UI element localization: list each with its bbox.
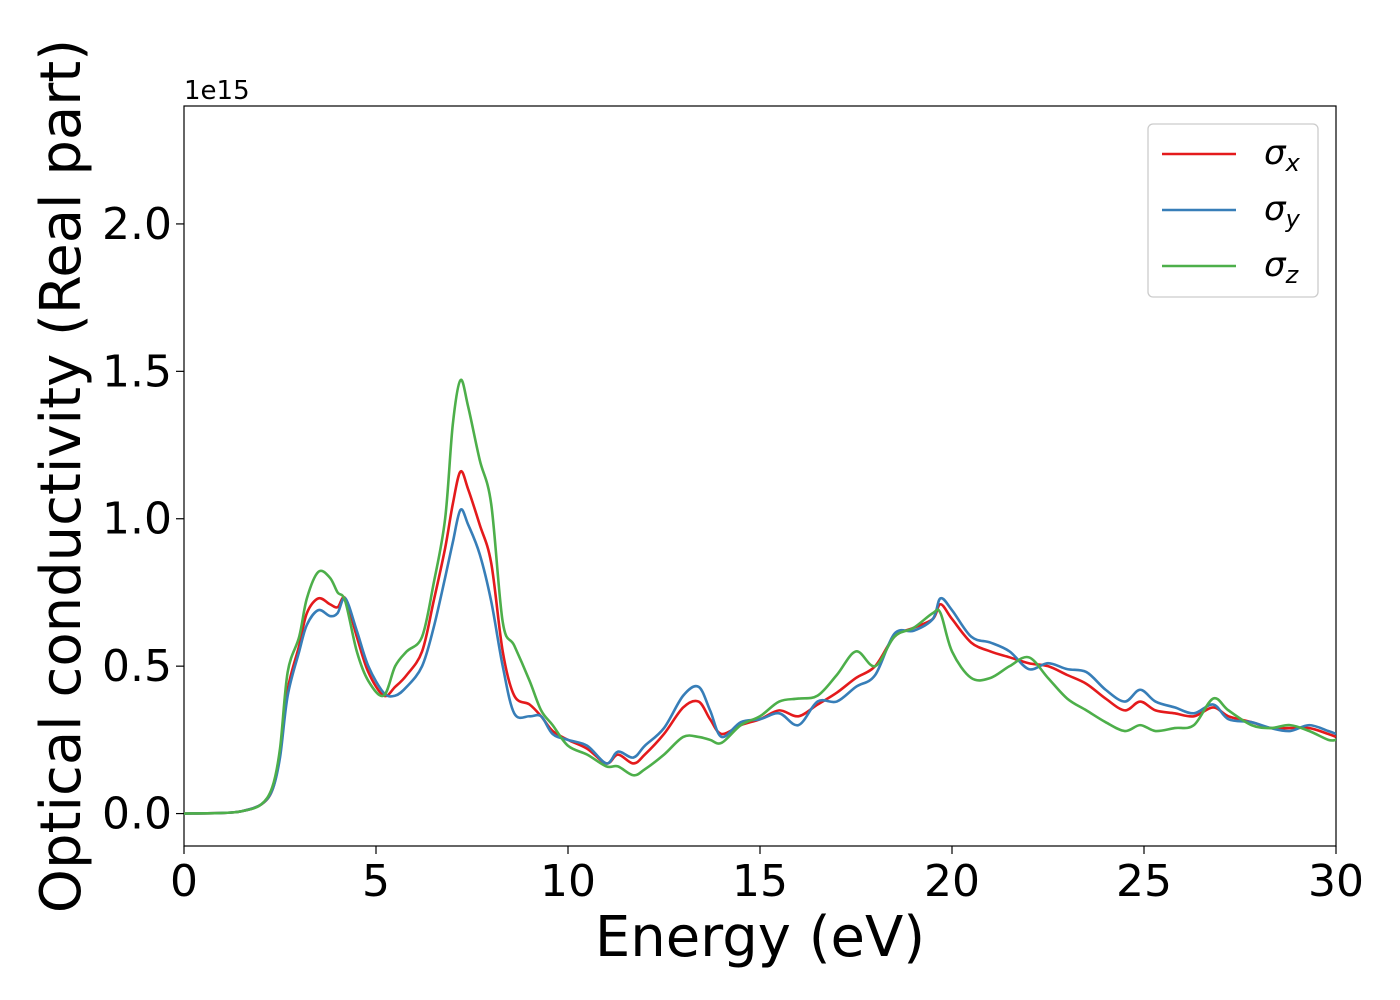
y-axis-ticks: 0.0 0.5 1.0 1.5 2.0	[102, 199, 184, 840]
series-line-z	[184, 378, 1336, 815]
x-tick-label: 5	[362, 856, 390, 907]
x-axis-ticks: 0 5 10 15 20 25 30	[170, 846, 1364, 907]
y-tick-label: 0.0	[102, 789, 172, 840]
series-layer	[184, 378, 1336, 815]
series-line-x	[184, 469, 1336, 815]
legend-label-y: σy	[1264, 189, 1301, 233]
legend-label-x: σx	[1264, 133, 1301, 177]
x-axis-label: Energy (eV)	[595, 905, 925, 970]
x-tick-label: 20	[924, 856, 980, 907]
x-tick-label: 0	[170, 856, 198, 907]
y-tick-label: 1.0	[102, 494, 172, 545]
x-tick-label: 30	[1308, 856, 1364, 907]
y-tick-label: 0.5	[102, 641, 172, 692]
y-axis-offset-text: 1e15	[184, 76, 250, 106]
legend-label-z: σz	[1264, 245, 1300, 289]
legend: σx σy σz	[1147, 123, 1319, 298]
x-tick-label: 10	[540, 856, 596, 907]
x-tick-label: 15	[732, 856, 788, 907]
x-tick-label: 25	[1116, 856, 1172, 907]
y-tick-label: 2.0	[102, 199, 172, 250]
series-line-y	[184, 508, 1336, 815]
y-axis-label: Optical conductivity (Real part)	[29, 39, 94, 913]
y-tick-label: 1.5	[102, 346, 172, 397]
